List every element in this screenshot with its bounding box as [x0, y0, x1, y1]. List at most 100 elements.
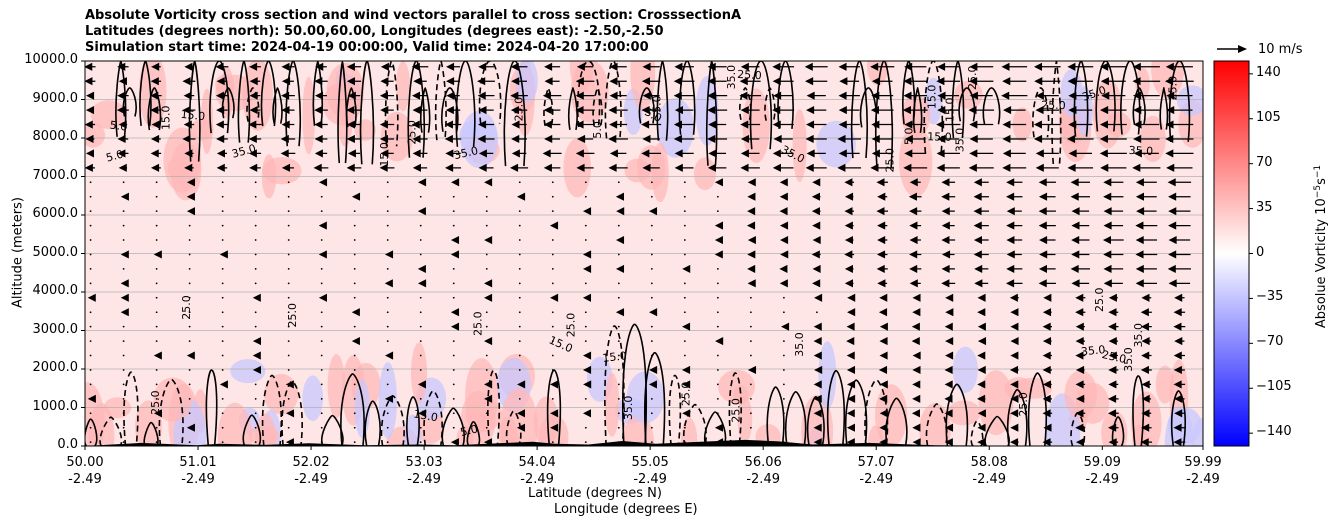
y-tick-label: 10000.0: [24, 52, 78, 67]
wind-vector: [650, 426, 653, 429]
wind-vector: [120, 250, 129, 259]
wind-vector: [782, 397, 785, 400]
wind-vector: [740, 62, 760, 71]
x-tick-lat: 51.01: [179, 455, 217, 470]
wind-vector: [707, 91, 728, 100]
wind-vector: [977, 438, 986, 446]
wind-vector: [1133, 149, 1159, 158]
wind-vector: [846, 380, 856, 389]
wind-vector: [419, 426, 422, 429]
wind-vector: [1165, 62, 1193, 71]
wind-vector: [969, 149, 994, 158]
contour-label: 25.0: [472, 311, 485, 336]
x-tick-lat: 59.09: [1083, 455, 1121, 470]
wind-vector: [188, 340, 191, 342]
wind-vector: [1068, 91, 1093, 100]
wind-vector: [122, 383, 125, 386]
wind-vector: [1174, 293, 1185, 302]
wind-vector: [551, 441, 554, 444]
wind-vector: [221, 397, 224, 400]
contour-label: 35.0: [793, 332, 806, 357]
wind-vector: [1006, 207, 1022, 216]
wind-vector: [879, 337, 888, 346]
wind-vector: [683, 181, 686, 184]
wind-vector: [1168, 192, 1191, 201]
wind-vector: [912, 293, 921, 302]
wind-vector: [151, 120, 161, 129]
contour-positive: [455, 61, 476, 147]
wind-vector: [749, 340, 752, 342]
x-tick-lon: -2.49: [633, 472, 667, 487]
wind-vector: [837, 163, 862, 172]
contour-positive: [1095, 61, 1116, 132]
wind-vector: [353, 441, 356, 444]
wind-vector: [318, 178, 328, 187]
wind-vector: [188, 412, 191, 415]
wind-vector: [772, 77, 794, 86]
contour-label: 15.0: [926, 85, 939, 110]
wind-vector: [287, 354, 290, 357]
wind-vector: [510, 91, 528, 100]
wind-vector: [879, 351, 888, 360]
x-tick-label: 54.04 -2.49: [507, 454, 567, 488]
wind-vector: [747, 264, 756, 273]
vorticity-patch: [215, 74, 255, 112]
wind-vector: [716, 397, 719, 400]
wind-vector: [320, 340, 323, 342]
wind-vector: [287, 195, 290, 198]
wind-vector: [909, 207, 922, 216]
wind-vector: [650, 397, 653, 400]
wind-vector: [813, 380, 822, 389]
wind-vector: [912, 308, 921, 317]
wind-vector: [518, 253, 521, 256]
x-tick-lat: 53.03: [405, 455, 443, 470]
wind-vector: [1010, 394, 1019, 403]
wind-vector: [1038, 279, 1056, 288]
wind-vector: [417, 207, 426, 216]
wind-vector: [543, 106, 561, 115]
wind-vector: [871, 120, 894, 129]
wind-vector: [1006, 235, 1023, 245]
wind-vector: [551, 325, 554, 328]
wind-vector: [649, 365, 658, 375]
wind-vector: [351, 337, 360, 346]
quiver-key-arrow: [1217, 45, 1247, 53]
wind-vector: [1002, 149, 1026, 158]
wind-vector: [1135, 235, 1158, 245]
wind-vector: [89, 181, 92, 184]
wind-vector: [805, 77, 828, 86]
wind-vector: [617, 340, 620, 342]
wind-vector: [577, 134, 594, 144]
wind-vector: [484, 279, 493, 288]
wind-vector: [1108, 423, 1119, 432]
wind-vector: [516, 192, 526, 201]
wind-vector: [871, 149, 893, 158]
wind-vector: [838, 91, 860, 100]
wind-vector: [346, 120, 362, 129]
wind-vector: [346, 163, 362, 172]
wind-vector: [617, 412, 620, 415]
wind-vector: [1141, 293, 1152, 302]
wind-vector: [450, 438, 459, 446]
wind-vector: [811, 192, 821, 201]
wind-vector: [1100, 62, 1127, 71]
x-tick-lat: 50.00: [66, 455, 104, 470]
wind-vector: [974, 264, 989, 273]
wind-vector: [779, 221, 789, 230]
wind-vector: [89, 354, 92, 357]
wind-vector: [215, 120, 229, 129]
wind-vector: [870, 62, 895, 71]
wind-vector: [904, 134, 926, 144]
wind-vector: [944, 394, 953, 403]
wind-vector: [318, 221, 327, 230]
wind-vector: [941, 192, 956, 201]
wind-vector: [615, 192, 624, 201]
wind-vector: [386, 195, 389, 198]
vorticity-patch: [604, 372, 620, 437]
wind-vector: [749, 296, 752, 299]
wind-vector: [1071, 235, 1090, 245]
wind-vector: [518, 369, 521, 371]
wind-vector: [1136, 207, 1157, 216]
wind-vector: [85, 149, 94, 158]
wind-vector: [1009, 293, 1019, 302]
